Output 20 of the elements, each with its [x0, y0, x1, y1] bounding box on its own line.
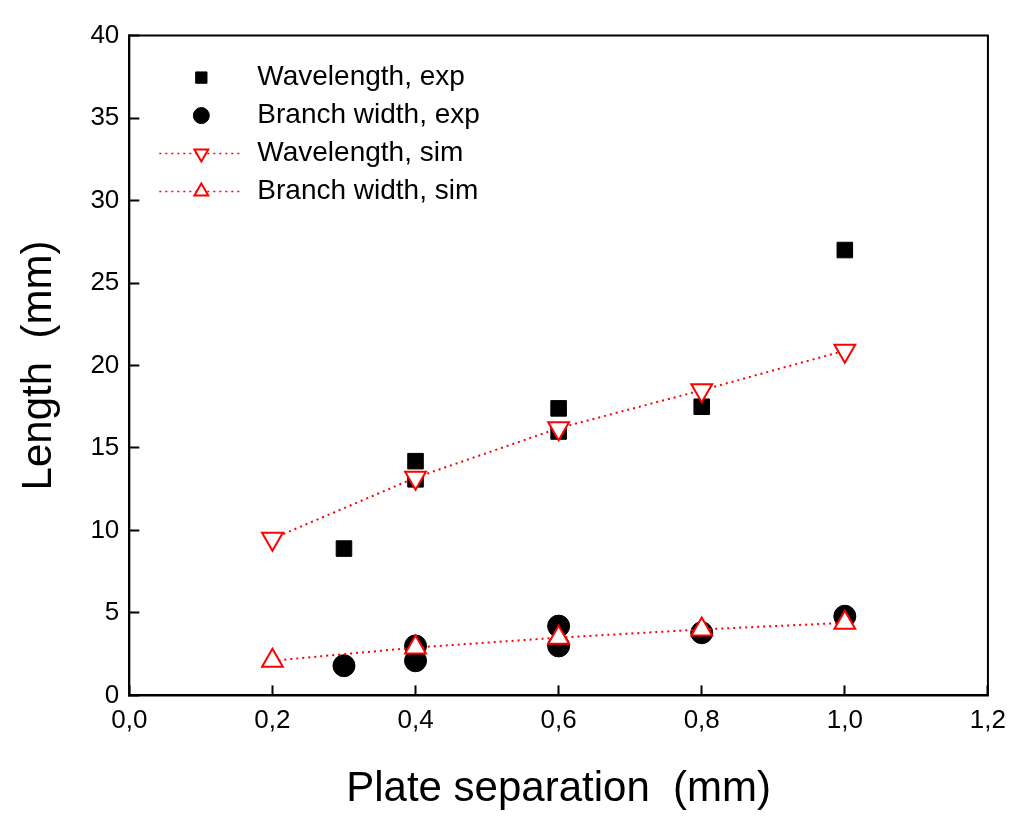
x-tick-label: 0,4 — [397, 704, 434, 735]
legend-label: Wavelength, sim — [257, 136, 464, 168]
x-tick-label: 0,8 — [683, 704, 720, 735]
y-tick-label: 20 — [90, 348, 120, 379]
x-axis-title: Plate separation (mm) — [346, 763, 772, 811]
y-tick-label: 25 — [90, 266, 120, 297]
y-tick-label: 10 — [90, 513, 120, 544]
x-tick-label: 0,2 — [254, 704, 291, 735]
legend-label: Branch width, exp — [257, 98, 480, 130]
y-axis-title: Length (mm) — [12, 240, 60, 491]
x-tick-label: 0,6 — [540, 704, 577, 735]
legend-label: Branch width, sim — [257, 174, 479, 206]
y-tick-label: 40 — [90, 18, 120, 49]
x-tick-label: 1,2 — [969, 704, 1007, 735]
legend-label: Wavelength, exp — [257, 60, 465, 92]
y-tick-label: 5 — [104, 596, 120, 627]
y-tick-label: 15 — [90, 431, 120, 462]
y-tick-label: 35 — [90, 101, 120, 132]
x-tick-label: 1,0 — [826, 704, 863, 735]
y-tick-label: 30 — [90, 183, 120, 214]
